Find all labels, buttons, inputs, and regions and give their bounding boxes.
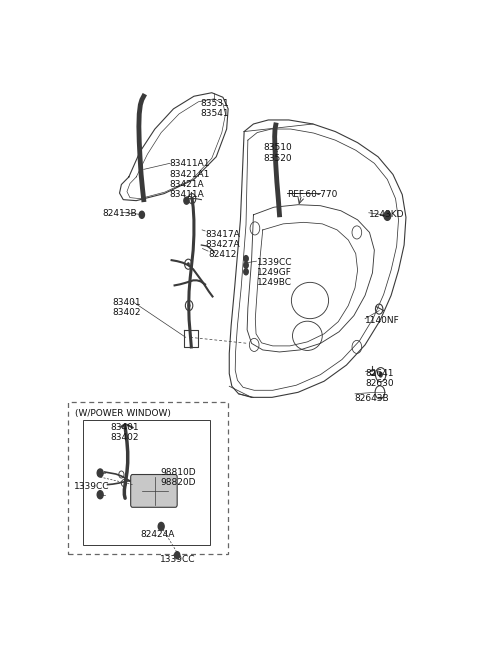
Text: 83417A
83427A: 83417A 83427A — [205, 230, 240, 250]
Circle shape — [187, 262, 190, 266]
Circle shape — [244, 269, 248, 275]
Circle shape — [384, 212, 391, 220]
Bar — [83, 420, 210, 545]
Text: 83411A1
83421A1
83421A
83411A: 83411A1 83421A1 83421A 83411A — [170, 159, 210, 200]
Text: 83401
83402: 83401 83402 — [112, 298, 141, 318]
Text: 83401
83402: 83401 83402 — [111, 422, 139, 442]
Text: 83510
83520: 83510 83520 — [264, 143, 293, 162]
Text: 98810D
98820D: 98810D 98820D — [160, 468, 196, 487]
Text: 82412: 82412 — [209, 250, 237, 259]
Circle shape — [175, 552, 180, 559]
Circle shape — [188, 303, 191, 308]
Circle shape — [244, 262, 248, 269]
Text: 1243KD: 1243KD — [369, 210, 404, 219]
Text: 1140NF: 1140NF — [365, 316, 400, 325]
Text: REF.60-770: REF.60-770 — [287, 189, 337, 198]
Circle shape — [97, 469, 103, 477]
Circle shape — [158, 523, 164, 531]
Text: 1339CC: 1339CC — [74, 482, 109, 491]
Text: 1339CC
1249GF
1249BC: 1339CC 1249GF 1249BC — [257, 257, 293, 288]
Text: 1339CC: 1339CC — [160, 555, 196, 564]
Text: (W/POWER WINDOW): (W/POWER WINDOW) — [75, 409, 171, 418]
Text: 82643B: 82643B — [354, 394, 388, 403]
Circle shape — [191, 196, 193, 200]
Circle shape — [97, 491, 103, 498]
Text: 82641
82630: 82641 82630 — [365, 369, 394, 388]
Text: 82413B: 82413B — [103, 209, 137, 217]
Bar — [68, 402, 228, 553]
Circle shape — [244, 255, 248, 262]
Text: 83531
83541: 83531 83541 — [200, 99, 229, 118]
Circle shape — [139, 212, 144, 218]
Circle shape — [378, 371, 383, 378]
FancyBboxPatch shape — [131, 474, 177, 507]
Text: 82424A: 82424A — [140, 530, 174, 539]
Circle shape — [184, 197, 189, 204]
